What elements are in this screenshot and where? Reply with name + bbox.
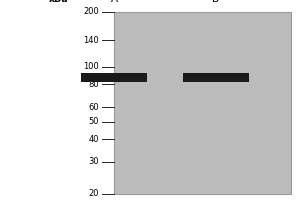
Text: 30: 30 — [88, 157, 99, 166]
FancyBboxPatch shape — [81, 73, 147, 82]
FancyBboxPatch shape — [183, 73, 249, 82]
FancyBboxPatch shape — [114, 12, 291, 194]
Text: 50: 50 — [88, 117, 99, 126]
Text: 140: 140 — [83, 36, 99, 45]
Text: kDa: kDa — [48, 0, 68, 4]
Text: 80: 80 — [88, 80, 99, 89]
Text: 60: 60 — [88, 103, 99, 112]
Text: 100: 100 — [83, 62, 99, 71]
Text: 40: 40 — [88, 135, 99, 144]
Text: A: A — [110, 0, 118, 4]
Text: 20: 20 — [88, 190, 99, 198]
Text: 200: 200 — [83, 7, 99, 17]
Text: B: B — [212, 0, 220, 4]
